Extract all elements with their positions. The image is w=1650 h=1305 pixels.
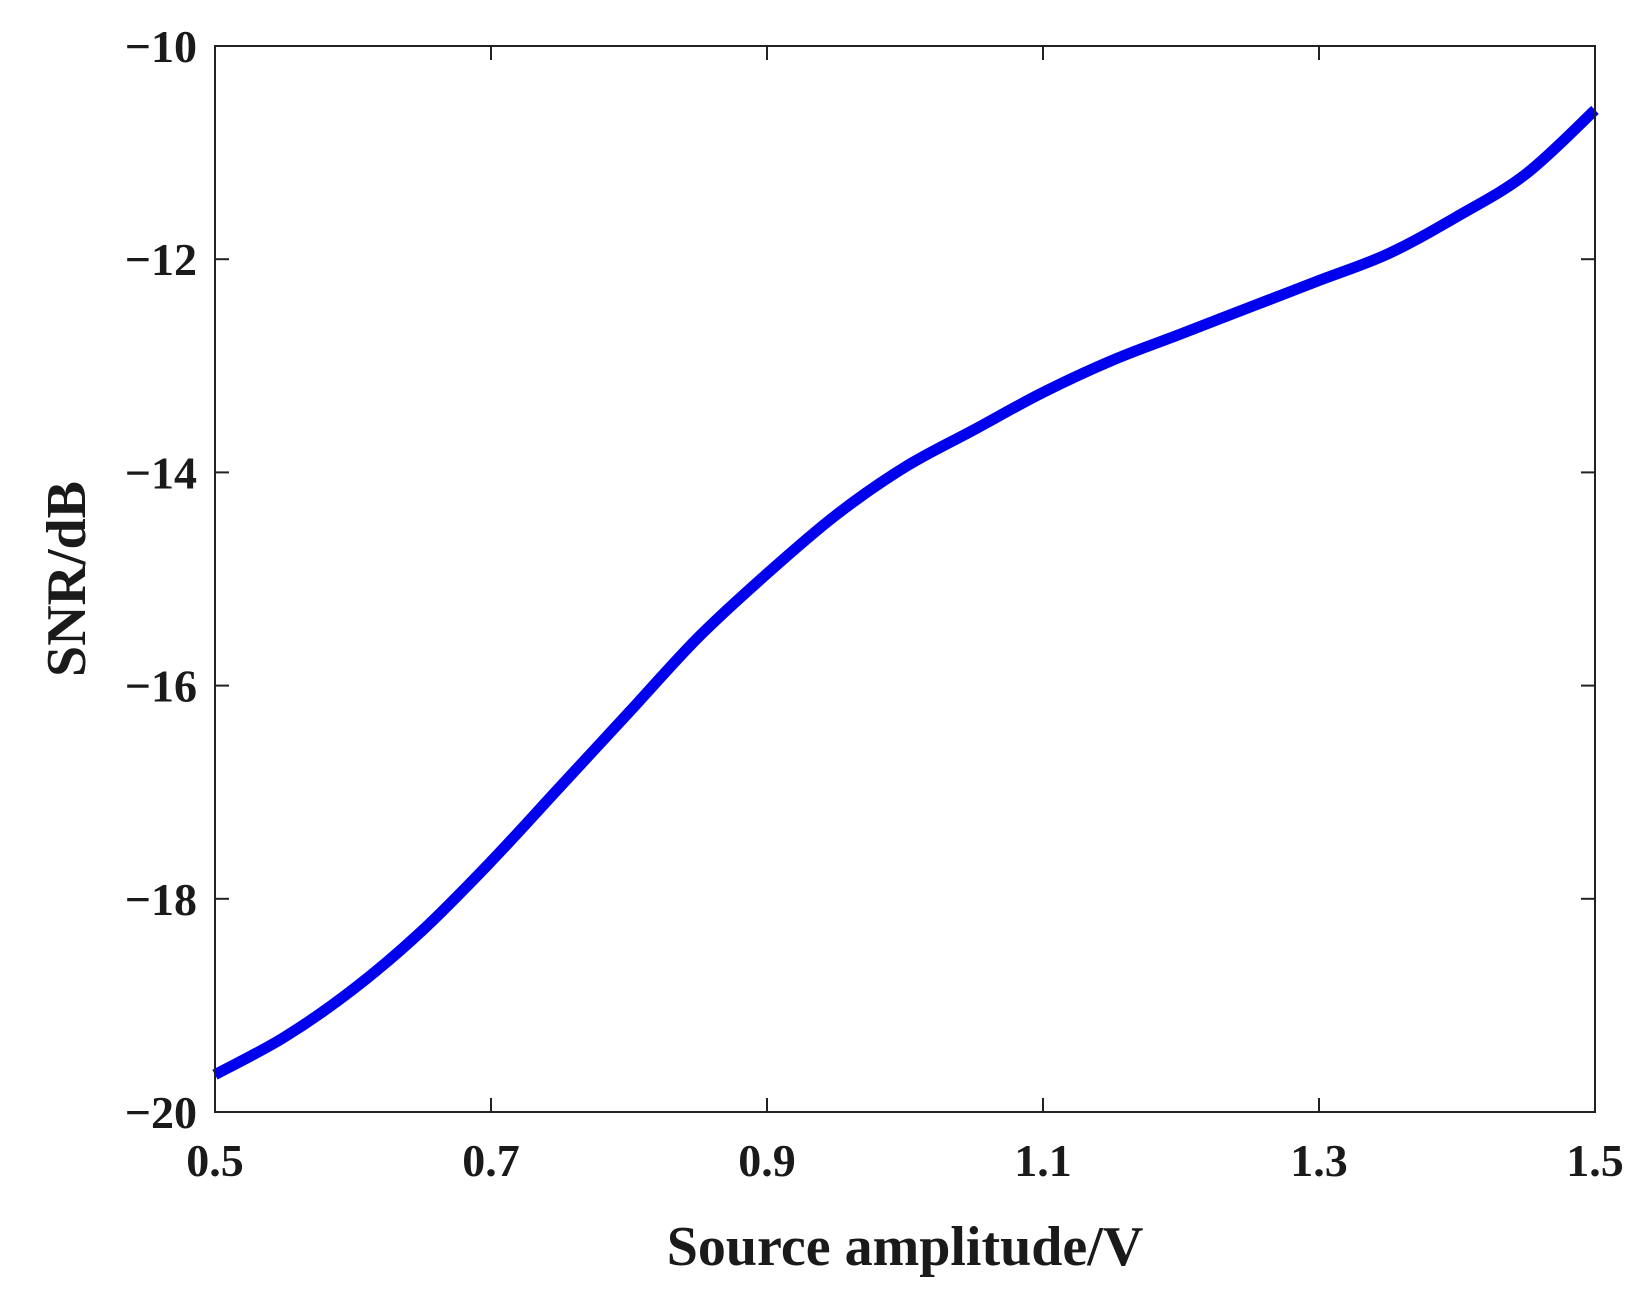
y-tick-label: −18 xyxy=(125,874,197,925)
x-tick-label: 0.7 xyxy=(462,1135,520,1186)
x-axis-label: Source amplitude/V xyxy=(667,1216,1144,1278)
x-tick-label: 1.5 xyxy=(1566,1135,1624,1186)
y-tick-label: −14 xyxy=(125,447,197,498)
ticks-layer: 0.5 0.7 0.9 1.1 1.3 1.5 −20 −18 −16 −14 −12 −10 xyxy=(125,21,1624,1186)
series-line xyxy=(212,105,1599,1080)
y-tick-label: −20 xyxy=(125,1087,197,1138)
x-tick-label: 0.9 xyxy=(738,1135,796,1186)
x-tick-label: 1.1 xyxy=(1014,1135,1072,1186)
x-tick-label: 1.3 xyxy=(1290,1135,1348,1186)
series-layer xyxy=(212,105,1599,1080)
y-tick-label: −16 xyxy=(125,661,197,712)
y-tick-label: −10 xyxy=(125,21,197,72)
x-tick-label: 0.5 xyxy=(186,1135,244,1186)
y-axis-label: SNR/dB xyxy=(36,481,98,677)
plot-frame xyxy=(214,45,1596,1113)
y-tick-label: −12 xyxy=(125,234,197,285)
labels-layer: Source amplitude/V SNR/dB xyxy=(36,481,1143,1278)
